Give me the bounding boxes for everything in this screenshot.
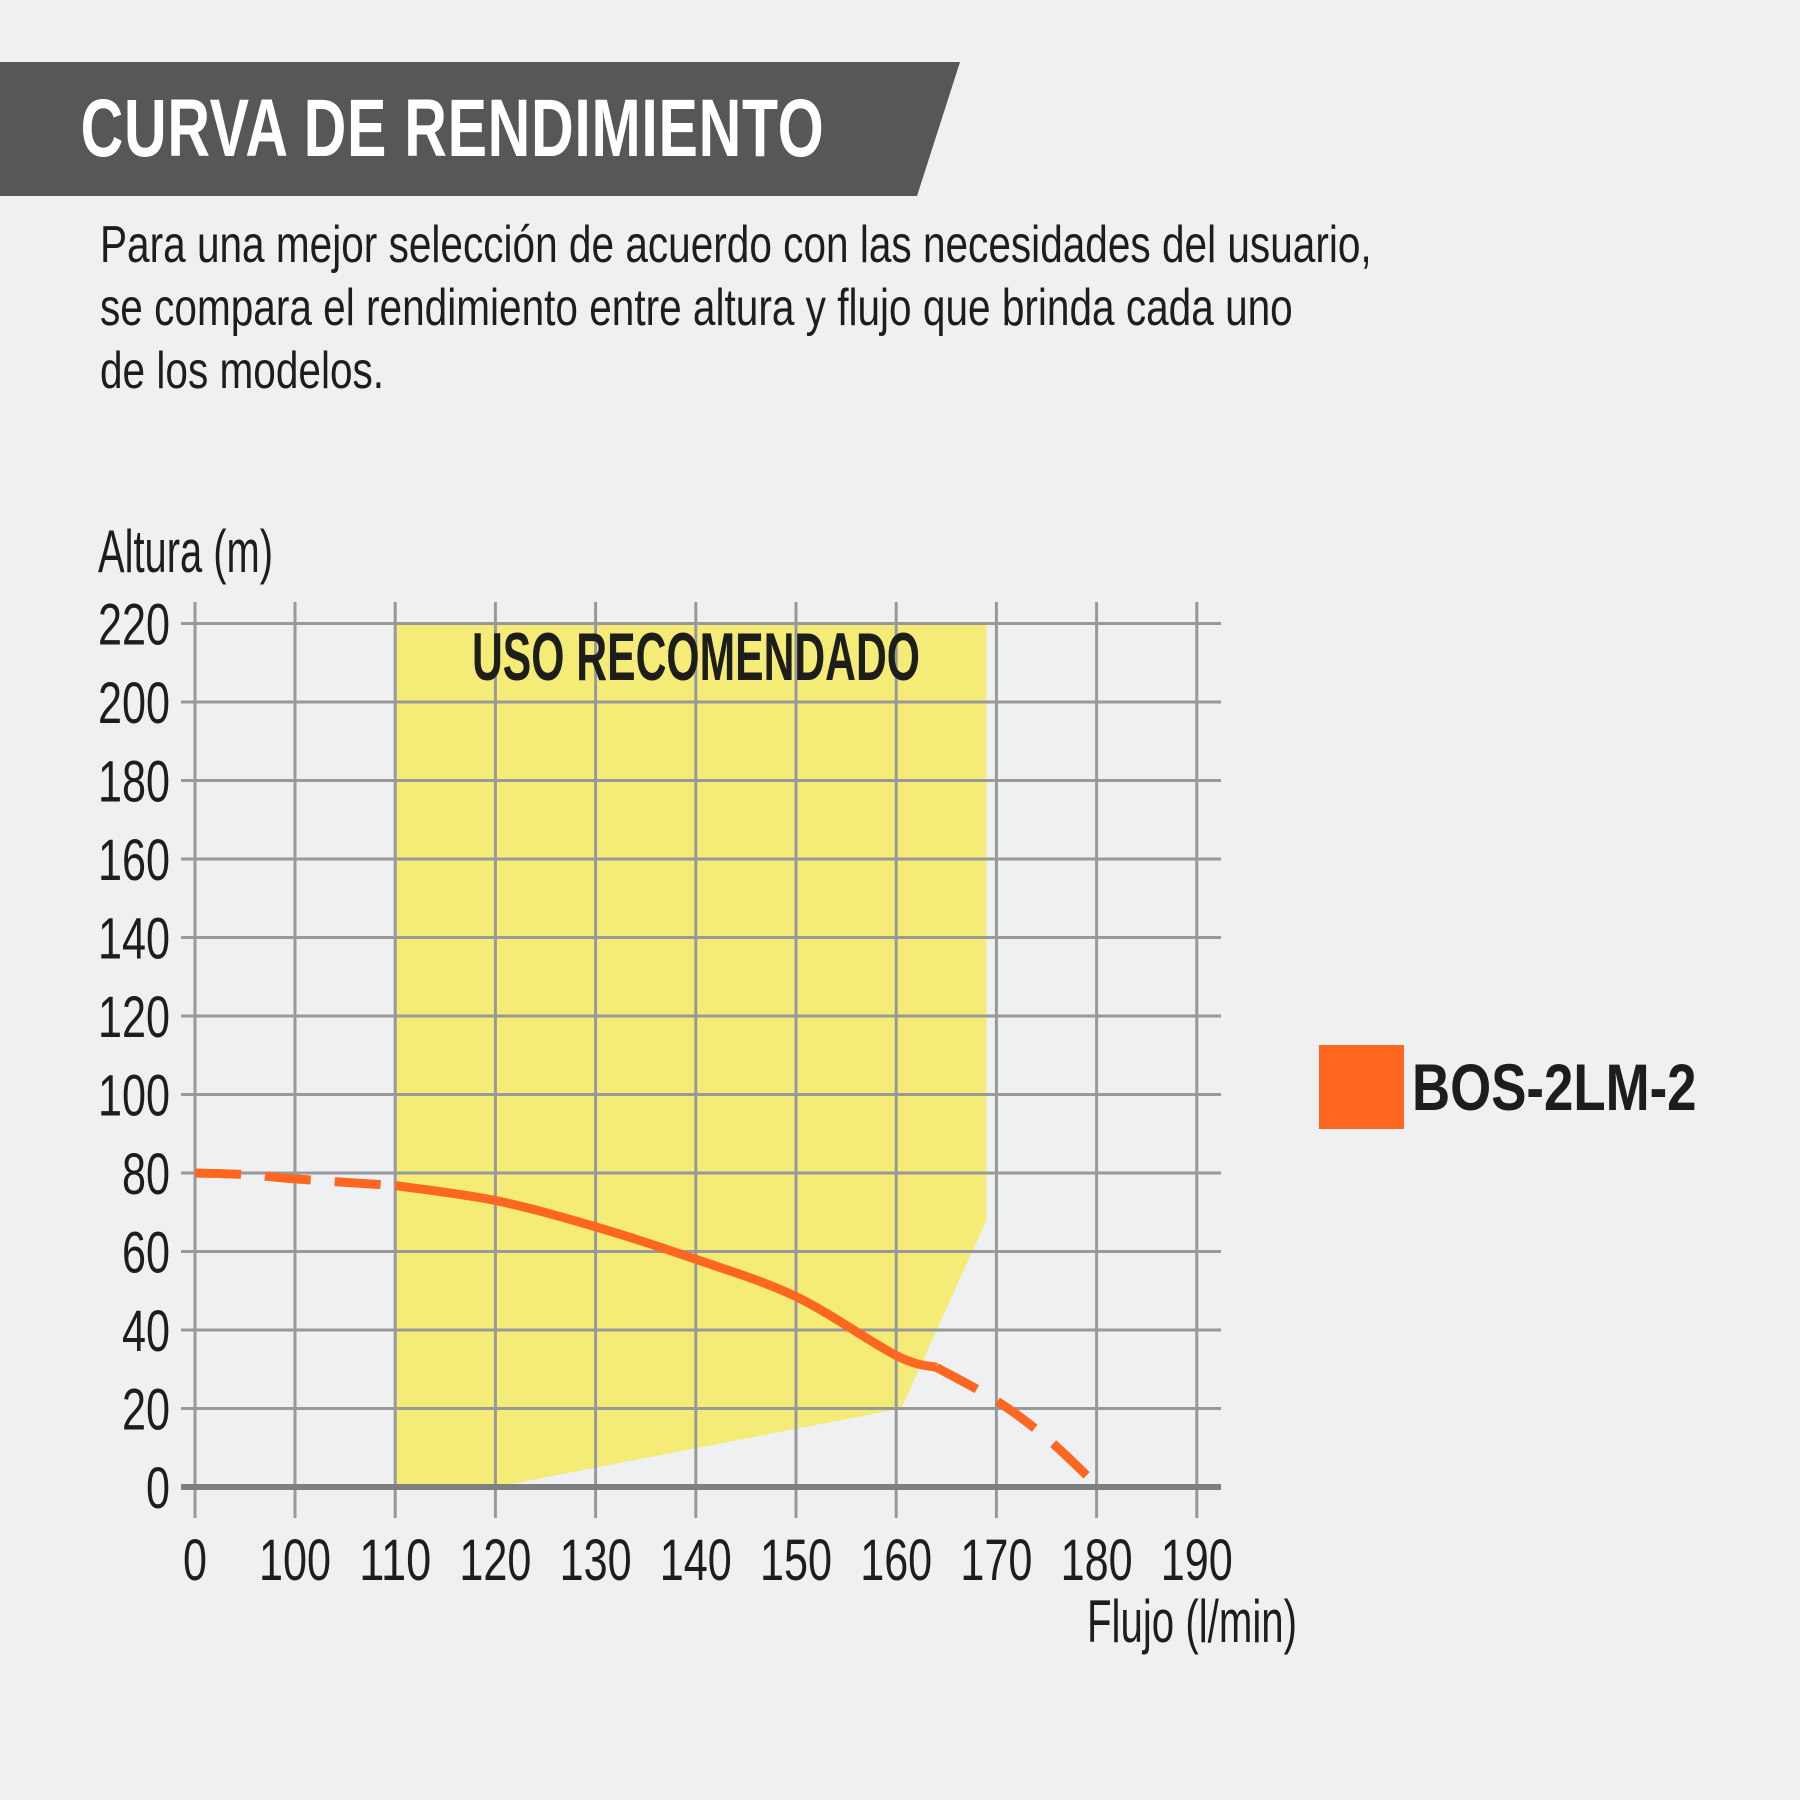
intro-line-2: se compara el rendimiento entre altura y… bbox=[100, 279, 1293, 337]
y-tick-80: 80 bbox=[122, 1142, 170, 1207]
y-tick-160: 160 bbox=[98, 828, 170, 893]
legend-label: BOS-2LM-2 bbox=[1412, 1050, 1697, 1124]
title-banner: CURVA DE RENDIMIENTO bbox=[0, 62, 960, 196]
x-tick-140: 140 bbox=[660, 1528, 732, 1593]
y-tick-100: 100 bbox=[98, 1064, 170, 1129]
intro-paragraph: Para una mejor selección de acuerdo con … bbox=[100, 214, 1730, 403]
legend-swatch bbox=[1319, 1045, 1404, 1129]
y-tick-0: 0 bbox=[146, 1456, 170, 1521]
curve-BOS-2LM-2-seg0 bbox=[194, 1168, 396, 1191]
x-tick-110: 110 bbox=[359, 1528, 431, 1593]
y-tick-180: 180 bbox=[98, 750, 170, 815]
x-tick-0: 0 bbox=[183, 1528, 207, 1593]
intro-line-3: de los modelos. bbox=[100, 342, 385, 400]
y-tick-220: 220 bbox=[98, 593, 170, 658]
page-title: CURVA DE RENDIMIENTO bbox=[80, 83, 825, 174]
y-tick-140: 140 bbox=[98, 907, 170, 972]
x-tick-120: 120 bbox=[459, 1528, 531, 1593]
x-axis-title: Flujo (l/min) bbox=[1087, 1588, 1297, 1655]
intro-line-1: Para una mejor selección de acuerdo con … bbox=[100, 216, 1372, 274]
y-tick-200: 200 bbox=[98, 671, 170, 736]
y-axis-title: Altura (m) bbox=[98, 518, 273, 585]
y-tick-60: 60 bbox=[122, 1221, 170, 1286]
y-tick-20: 20 bbox=[122, 1378, 170, 1443]
x-tick-150: 150 bbox=[760, 1528, 832, 1593]
curve-BOS-2LM-2-seg2 bbox=[934, 1363, 1100, 1489]
grid-layer bbox=[181, 602, 1221, 1518]
tick-labels-layer: 0 100 110 120 130 140 150 160 170 180 190 0 20 40 60 80… bbox=[98, 593, 1233, 1594]
y-tick-120: 120 bbox=[98, 985, 170, 1050]
x-tick-190: 190 bbox=[1161, 1528, 1233, 1593]
x-tick-100: 100 bbox=[259, 1528, 331, 1593]
recommended-region-layer bbox=[395, 623, 987, 1487]
x-tick-130: 130 bbox=[560, 1528, 632, 1593]
curve-layer bbox=[194, 1168, 1100, 1489]
x-tick-160: 160 bbox=[860, 1528, 932, 1593]
y-tick-40: 40 bbox=[122, 1299, 170, 1364]
curve-BOS-2LM-2-seg1 bbox=[394, 1181, 938, 1372]
recommended-region bbox=[395, 623, 987, 1487]
recommended-zone-label: USO RECOMENDADO bbox=[472, 619, 920, 695]
x-tick-180: 180 bbox=[1061, 1528, 1133, 1593]
x-tick-170: 170 bbox=[960, 1528, 1032, 1593]
